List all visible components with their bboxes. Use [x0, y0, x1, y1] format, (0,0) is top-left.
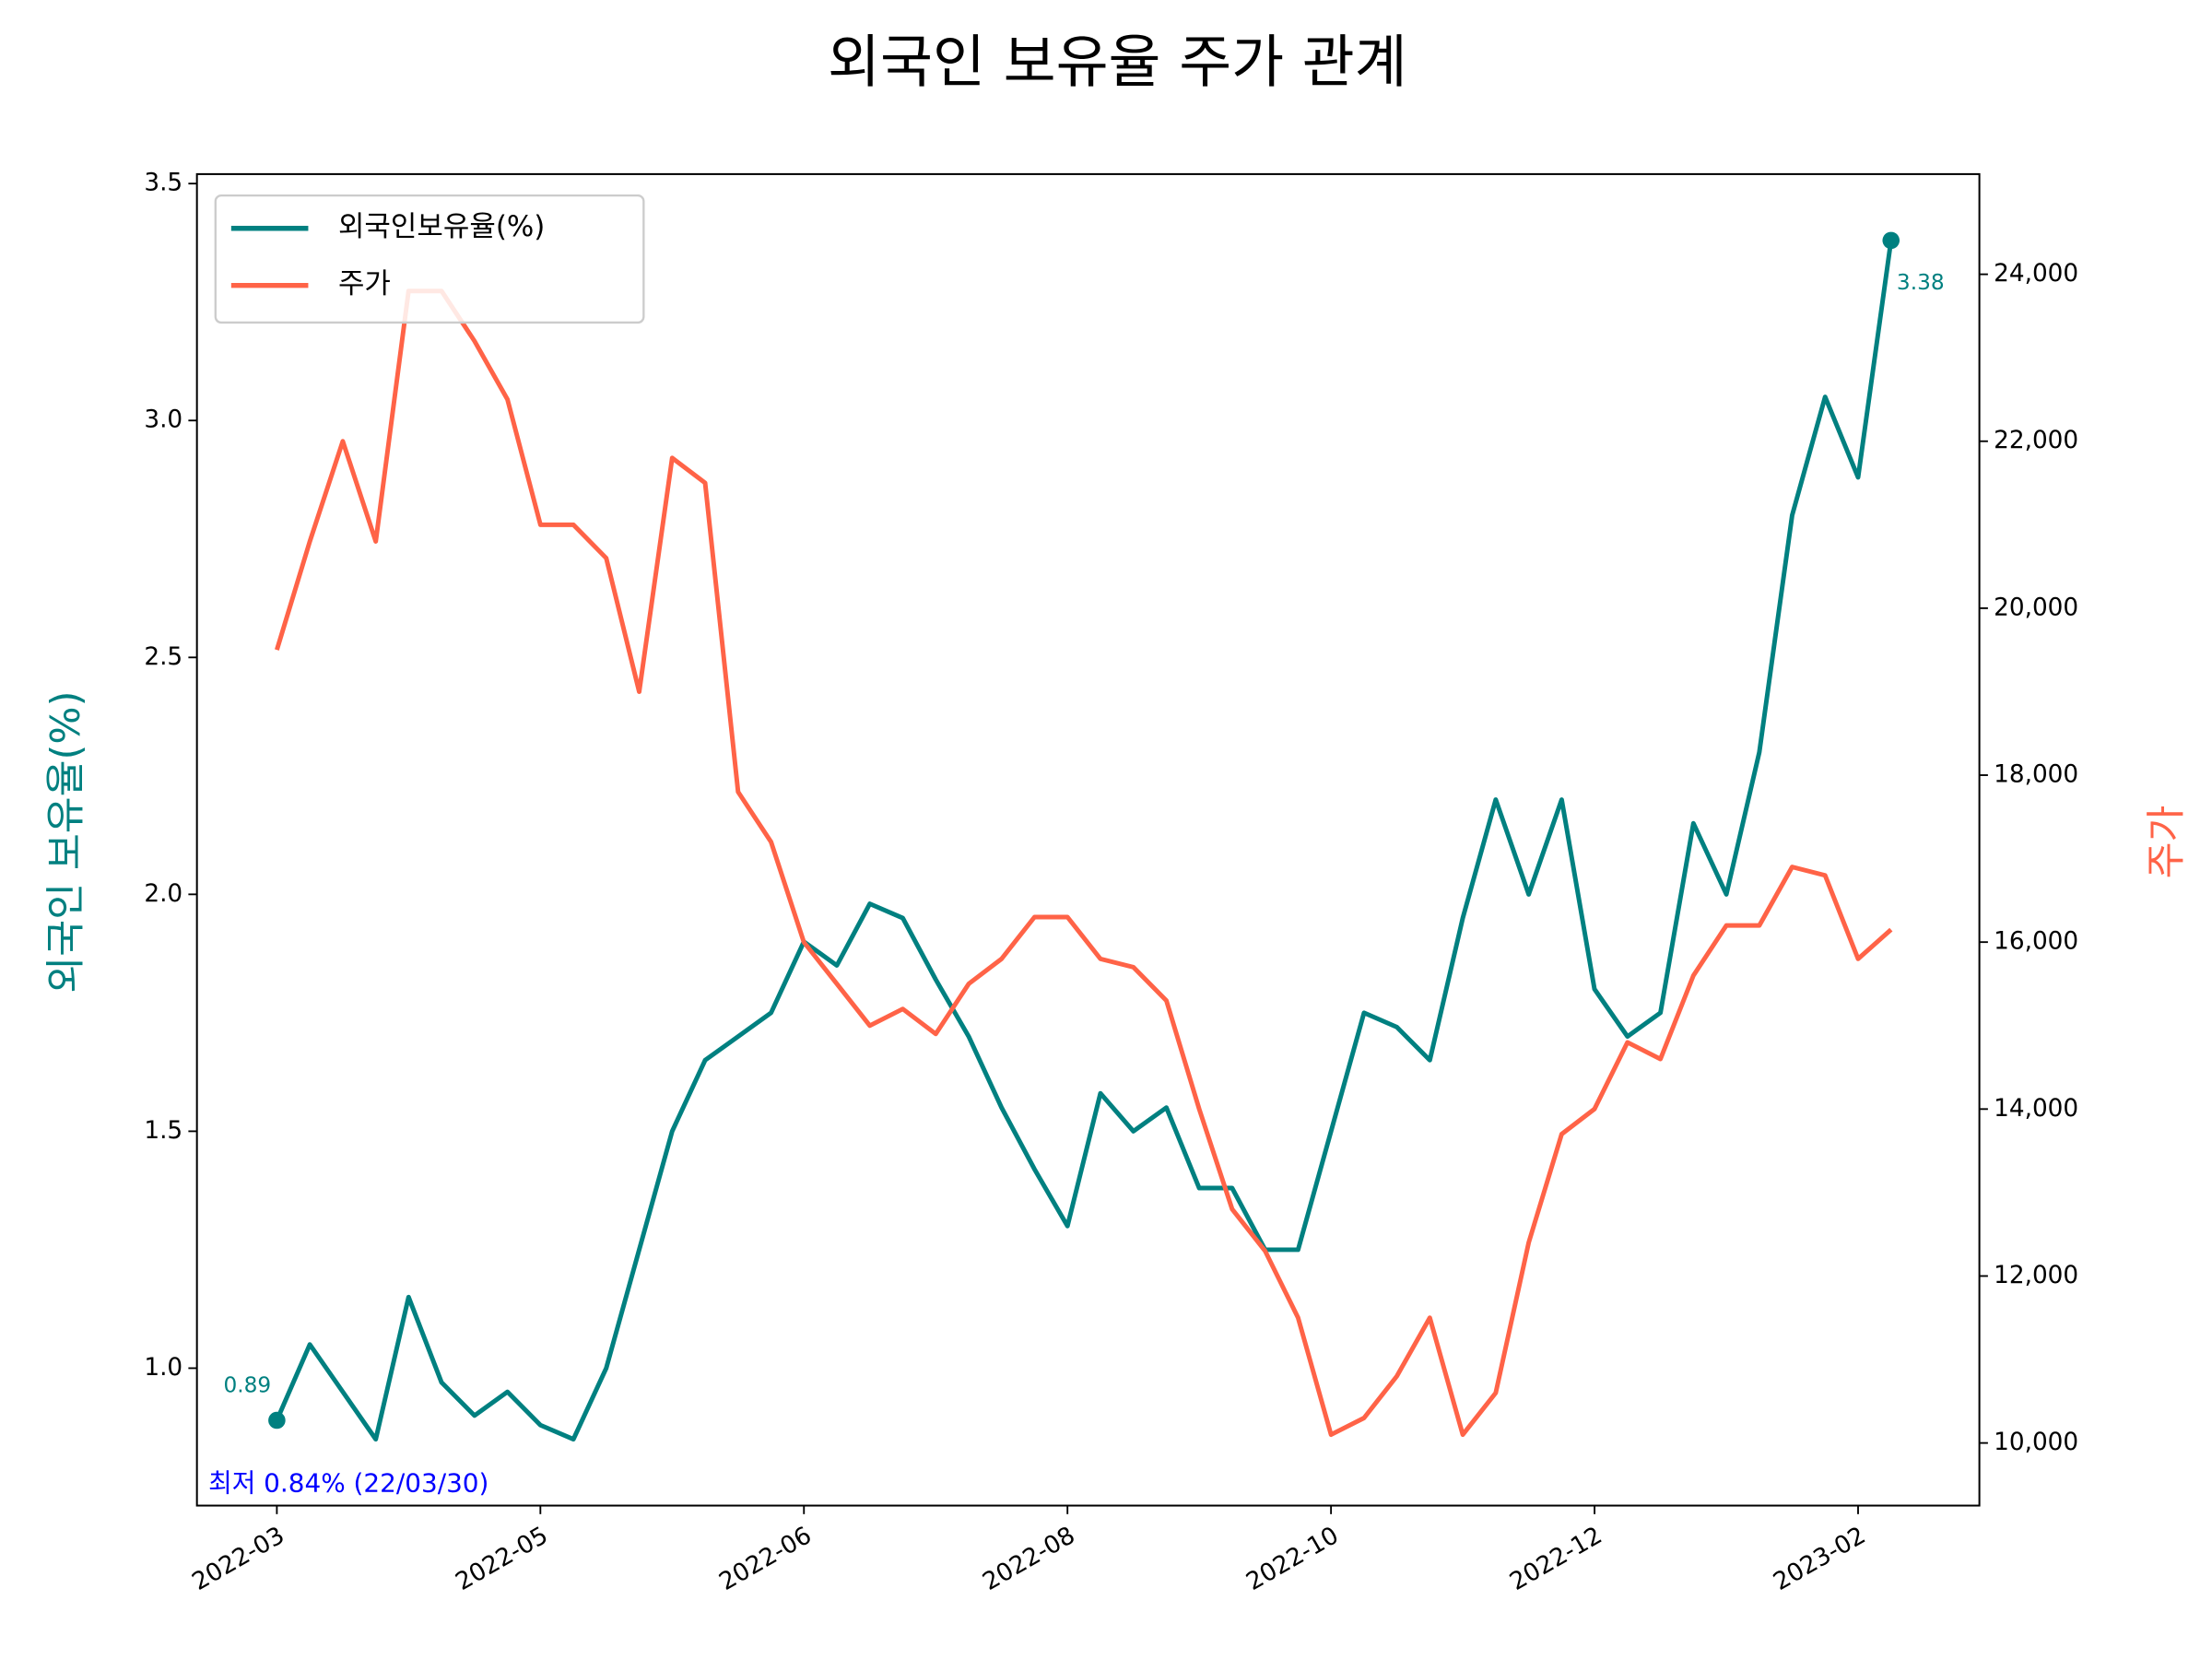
y-tick-label: 2.5 — [144, 643, 182, 671]
y2-tick-label: 14,000 — [1994, 1095, 2078, 1123]
y-axis-label: 외국인 보유율(%) — [43, 691, 89, 994]
x-tick-label: 2023-02 — [1769, 1522, 1870, 1596]
y2-tick-label: 16,000 — [1994, 928, 2078, 956]
annotation: 최저 0.84% (22/03/30) — [208, 1467, 488, 1498]
y2-tick-label: 12,000 — [1994, 1262, 2078, 1289]
endpoint-marker — [268, 1411, 286, 1430]
endpoint-marker — [1882, 231, 1900, 250]
y-tick-label: 3.0 — [144, 406, 182, 434]
y2-tick-label: 10,000 — [1994, 1429, 2078, 1456]
legend-box — [214, 194, 645, 324]
y-tick-label: 1.5 — [144, 1117, 182, 1145]
x-tick-label: 2022-03 — [188, 1522, 289, 1596]
x-tick-label: 2022-12 — [1505, 1522, 1606, 1596]
plot-frame — [195, 172, 1981, 1507]
y2-axis-label: 주가 — [2144, 806, 2190, 879]
x-tick-label: 2022-10 — [1241, 1522, 1343, 1596]
series-line — [275, 288, 1893, 1438]
series-line — [275, 240, 1894, 1442]
x-tick-label: 2022-08 — [978, 1522, 1079, 1596]
y2-tick-label: 24,000 — [1994, 260, 2078, 288]
x-tick-label: 2022-06 — [714, 1522, 816, 1596]
y-tick-label: 3.5 — [144, 170, 182, 197]
legend-label: 외국인보유율(%) — [338, 210, 545, 243]
legend-label: 주가 — [338, 267, 391, 300]
annotation: 3.38 — [1897, 270, 1945, 295]
y2-tick-label: 20,000 — [1994, 594, 2078, 621]
chart-title: 외국인 보유율 주가 관계 — [828, 29, 1407, 95]
annotation: 0.89 — [223, 1372, 271, 1397]
y-tick-label: 1.0 — [144, 1354, 182, 1382]
y-tick-label: 2.0 — [144, 880, 182, 908]
y2-tick-label: 22,000 — [1994, 427, 2078, 454]
x-tick-label: 2022-05 — [452, 1522, 553, 1596]
legend: 외국인보유율(%) 주가 — [214, 194, 645, 324]
y2-tick-label: 18,000 — [1994, 761, 2078, 789]
